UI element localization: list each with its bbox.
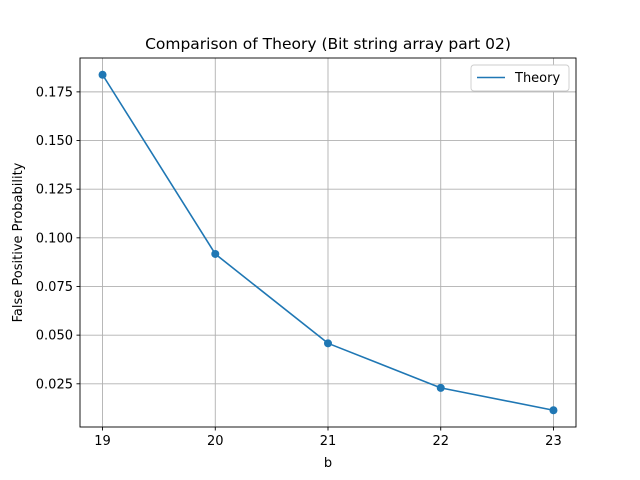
y-axis-label: False Positive Probability xyxy=(11,162,26,322)
y-tick-label: 0.075 xyxy=(36,280,73,295)
data-point xyxy=(98,70,107,79)
y-tick-label: 0.050 xyxy=(36,329,73,344)
x-tick-label: 21 xyxy=(320,434,337,449)
x-tick-label: 22 xyxy=(432,434,449,449)
legend: Theory xyxy=(470,64,570,92)
legend-label-theory: Theory xyxy=(514,71,560,86)
chart-title: Comparison of Theory (Bit string array p… xyxy=(145,35,511,53)
grid xyxy=(80,58,576,427)
series-layer xyxy=(98,70,558,415)
legend-box xyxy=(470,64,570,92)
x-tick-label: 23 xyxy=(545,434,562,449)
data-point xyxy=(211,249,220,258)
x-tick-label: 19 xyxy=(94,434,111,449)
data-point xyxy=(436,383,445,392)
x-tick-label: 20 xyxy=(207,434,224,449)
data-point xyxy=(549,406,558,415)
y-tick-label: 0.175 xyxy=(36,85,73,100)
y-tick-label: 0.150 xyxy=(36,134,73,149)
ticks: 19 20 21 22 23 0.025 0.050 0.075 0.100 0.125 0.150… xyxy=(36,85,562,449)
y-tick-label: 0.025 xyxy=(36,377,73,392)
x-axis-label: b xyxy=(324,456,332,471)
y-tick-label: 0.100 xyxy=(36,231,73,246)
y-tick-label: 0.125 xyxy=(36,183,73,198)
data-point xyxy=(324,339,332,348)
